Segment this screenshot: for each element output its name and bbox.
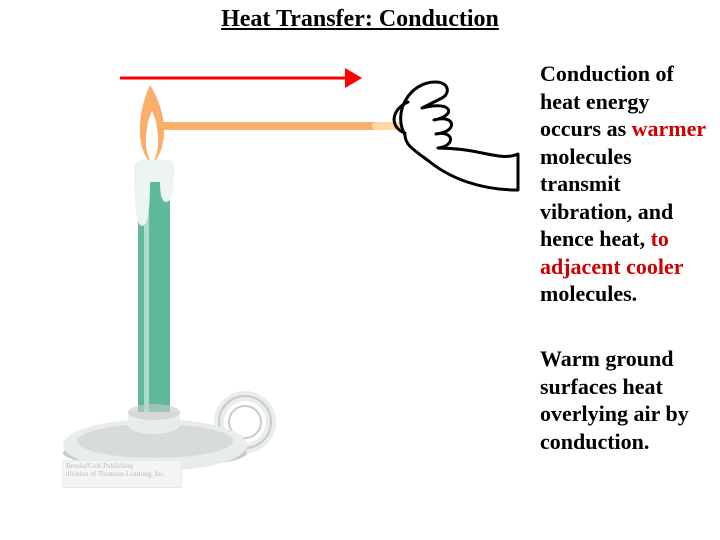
slide-title: Heat Transfer: Conduction (0, 6, 720, 33)
paragraph-conduction-definition: Conduction of heat energy occurs as warm… (540, 60, 710, 308)
metal-rod (142, 122, 412, 130)
conduction-illustration (60, 50, 530, 500)
paragraph-ground-example: Warm ground surfaces heat overlying air … (540, 345, 710, 455)
hand-icon (401, 82, 518, 190)
copyright-box: Brooks/Cole Publishing division of Thoms… (62, 460, 182, 488)
copyright-line2: division of Thomson Learning, Inc. (66, 470, 165, 478)
